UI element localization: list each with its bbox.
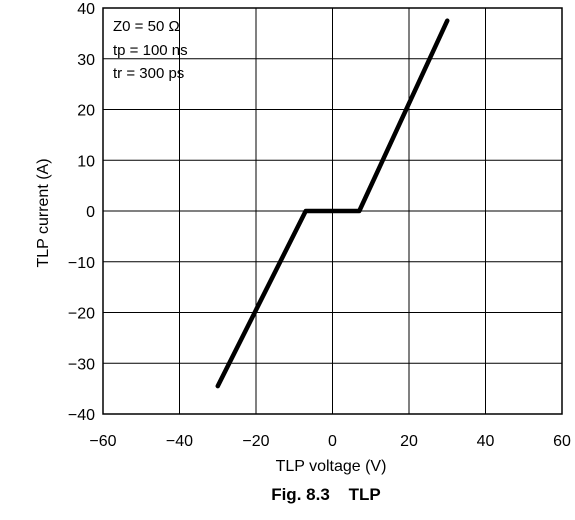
annotation-rise-time: tr = 300 ps [113, 65, 184, 82]
annotation-box: Z0 = 50 Ω tp = 100 ns tr = 300 ps [113, 18, 188, 82]
series-layer [215, 18, 450, 389]
y-tick-label: 20 [77, 103, 95, 120]
y-tick-label: −10 [68, 255, 95, 272]
y-tick-label: −40 [68, 407, 95, 424]
x-tick-label: −20 [242, 433, 269, 450]
x-tick-label: 60 [553, 433, 571, 450]
y-tick-label: −30 [68, 356, 95, 373]
y-tick-label: 30 [77, 52, 95, 69]
y-tick-labels: −40 −30 −20 −10 0 10 20 30 40 [68, 1, 95, 424]
y-tick-label: −20 [68, 306, 95, 323]
y-tick-label: 40 [77, 1, 95, 18]
x-tick-label: −40 [166, 433, 193, 450]
plot-frame [102, 7, 563, 415]
x-tick-label: 20 [400, 433, 418, 450]
annotation-impedance: Z0 = 50 Ω [113, 18, 180, 35]
y-tick-label: 0 [86, 204, 95, 221]
x-tick-labels: −60 −40 −20 0 20 40 60 [89, 433, 571, 450]
x-tick-label: 0 [328, 433, 337, 450]
grid-lines [102, 7, 563, 415]
annotation-pulse-width: tp = 100 ns [113, 42, 188, 59]
x-axis-title: TLP voltage (V) [276, 458, 387, 475]
y-axis-title: TLP current (A) [35, 158, 52, 267]
figure-caption: Fig. 8.3 TLP [271, 485, 381, 504]
x-tick-label: −60 [89, 433, 116, 450]
tlp-iv-curve [215, 18, 450, 389]
y-tick-label: 10 [77, 153, 95, 170]
x-tick-label: 40 [477, 433, 495, 450]
